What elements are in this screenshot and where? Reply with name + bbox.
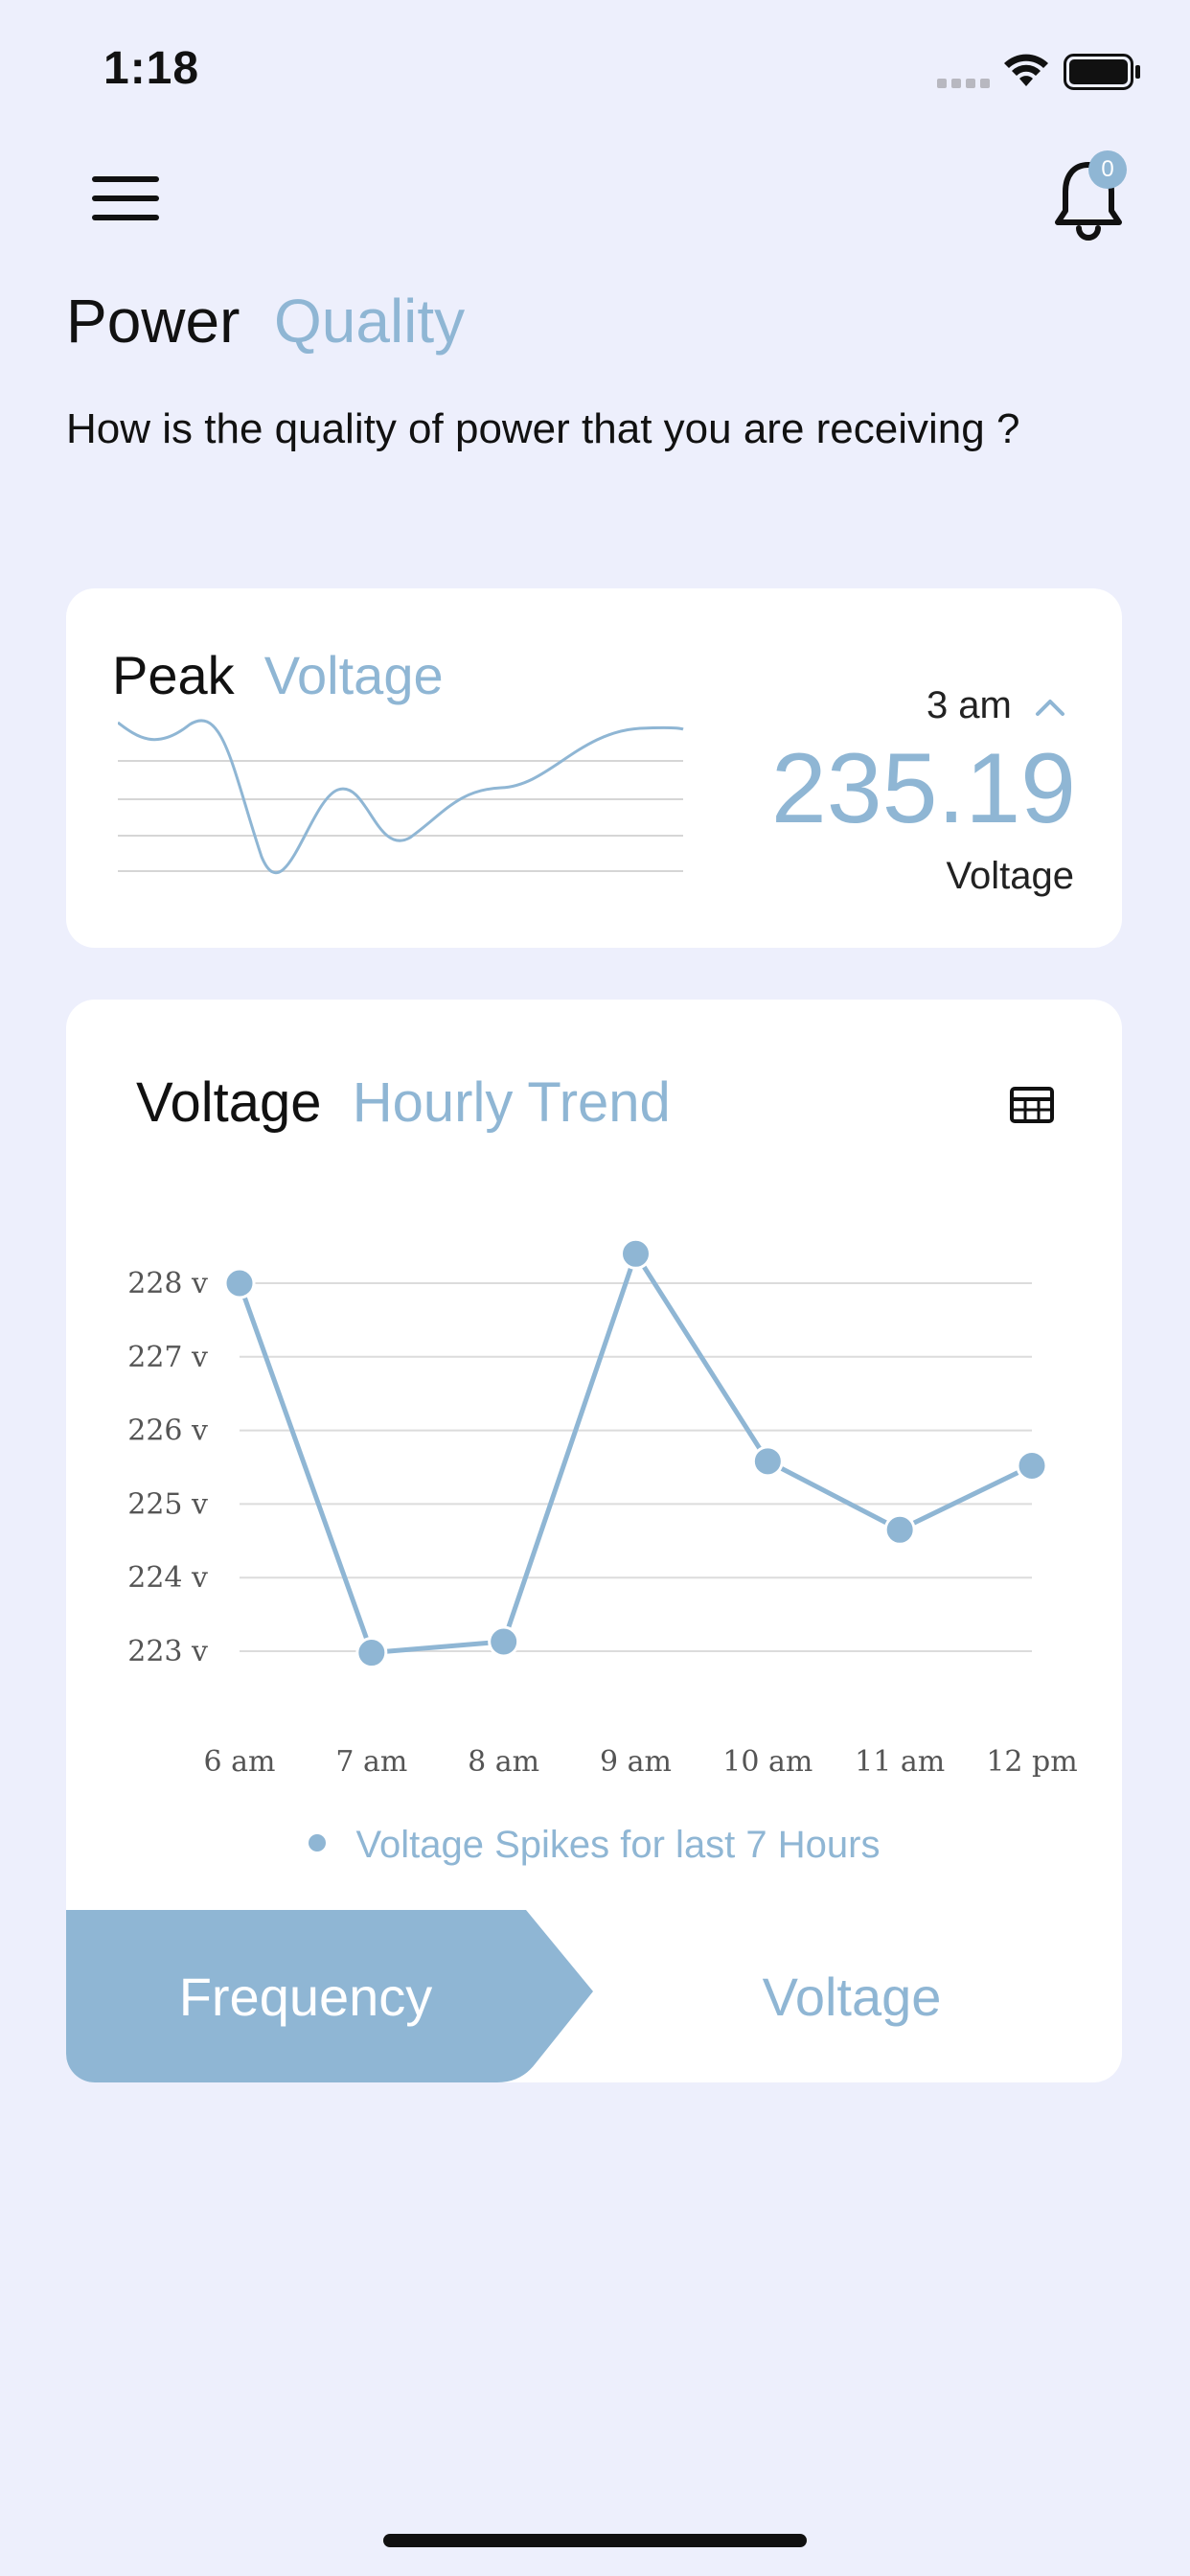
- hourly-trend-card: Voltage Hourly Trend 223 v 224 v 225 v 226 …: [66, 1000, 1122, 2082]
- data-point: [355, 1637, 388, 1669]
- home-indicator: [383, 2534, 807, 2547]
- legend-label: Voltage Spikes for last 7 Hours: [355, 1824, 881, 1866]
- tab-frequency-label: Frequency: [178, 1966, 433, 2027]
- y-tick-label: 225 v: [127, 1487, 208, 1521]
- status-bar: 1:18: [0, 0, 1190, 144]
- battery-icon: [1064, 54, 1140, 90]
- data-point: [751, 1445, 784, 1478]
- data-point: [883, 1513, 916, 1546]
- peak-card-title: Peak Voltage: [112, 644, 444, 706]
- data-point: [223, 1267, 256, 1300]
- x-tick-label: 9 am: [600, 1745, 672, 1779]
- peak-time-label: 3 am: [926, 684, 1012, 726]
- data-point: [620, 1237, 652, 1270]
- peak-time-selector[interactable]: 3 am: [927, 684, 1066, 727]
- voltage-trend-chart: 223 v 224 v 225 v 226 v 227 v 228 v 6 am 7 am 8 …: [127, 1237, 1078, 1779]
- series-line: [237, 1251, 1034, 1656]
- status-time: 1:18: [103, 43, 200, 94]
- peak-title-accent: Voltage: [263, 645, 444, 705]
- peak-sparkline: [118, 719, 684, 875]
- y-tick-label: 223 v: [127, 1635, 208, 1668]
- data-point: [488, 1625, 520, 1658]
- x-tick-label: 8 am: [468, 1745, 539, 1779]
- table-view-icon[interactable]: [1009, 1086, 1055, 1124]
- x-tick-label: 6 am: [204, 1745, 276, 1779]
- x-tick-label: 12 pm: [986, 1745, 1077, 1779]
- menu-icon[interactable]: [92, 176, 161, 226]
- tab-frequency-shape: [66, 1910, 593, 2082]
- page-subtitle: How is the quality of power that you are…: [66, 405, 1020, 452]
- peak-voltage-unit: Voltage: [946, 855, 1074, 897]
- chart-legend: Voltage Spikes for last 7 Hours: [66, 1824, 1122, 1867]
- page-title-accent: Quality: [273, 287, 466, 356]
- peak-voltage-value: 235.19: [770, 733, 1076, 844]
- page-title-primary: Power: [66, 287, 240, 356]
- y-tick-label: 224 v: [127, 1561, 208, 1595]
- tab-voltage-label: Voltage: [762, 1966, 942, 2027]
- trend-card-title: Voltage Hourly Trend: [136, 1070, 671, 1135]
- tab-voltage[interactable]: Voltage: [603, 1910, 1122, 2082]
- peak-title-primary: Peak: [112, 645, 235, 705]
- x-tick-label: 11 am: [855, 1745, 945, 1779]
- y-tick-label: 226 v: [127, 1414, 208, 1448]
- trend-title-primary: Voltage: [136, 1071, 322, 1134]
- chevron-up-icon: [1036, 700, 1064, 717]
- trend-title-accent: Hourly Trend: [352, 1071, 671, 1134]
- y-tick-label: 228 v: [127, 1267, 208, 1300]
- page-title: Power Quality: [66, 286, 465, 356]
- y-tick-label: 227 v: [127, 1341, 208, 1374]
- tab-frequency[interactable]: Frequency: [66, 1910, 603, 2082]
- data-point: [1016, 1449, 1048, 1482]
- cellular-signal-icon: [937, 79, 990, 88]
- notification-badge: 0: [1088, 150, 1127, 189]
- x-tick-label: 10 am: [722, 1745, 812, 1779]
- legend-marker: [308, 1834, 326, 1852]
- x-tick-label: 7 am: [335, 1745, 407, 1779]
- peak-voltage-card[interactable]: Peak Voltage 3 am 235.19 Voltage: [66, 588, 1122, 948]
- wifi-icon: [1004, 54, 1048, 86]
